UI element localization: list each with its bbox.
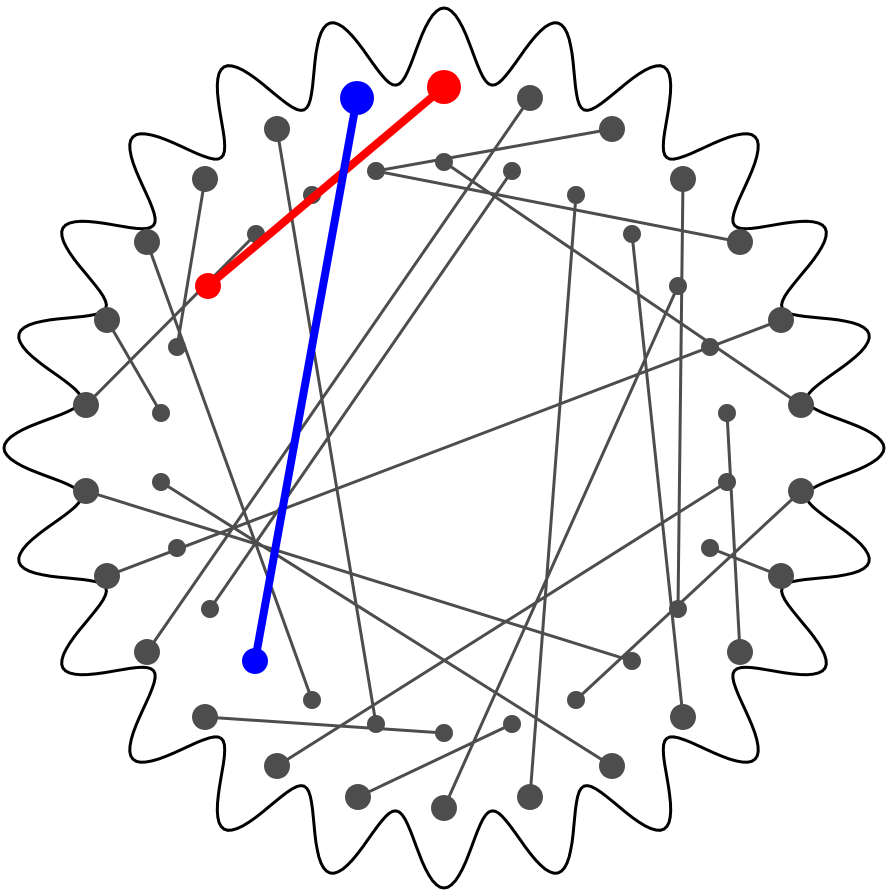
- highlight-edge-blue-end-node: [242, 648, 268, 674]
- inner-node: [718, 473, 736, 491]
- outer-node: [517, 784, 543, 810]
- outer-node: [345, 784, 371, 810]
- inner-node: [367, 162, 385, 180]
- outer-node: [264, 116, 290, 142]
- graph-edge: [630, 233, 685, 718]
- graph-edge: [442, 285, 680, 809]
- outer-node: [670, 704, 696, 730]
- highlight-edge-blue: [251, 94, 361, 665]
- outer-node: [192, 704, 218, 730]
- inner-node: [623, 652, 641, 670]
- outer-node: [517, 85, 543, 111]
- outer-node: [727, 639, 753, 665]
- inner-node: [152, 473, 170, 491]
- inner-node: [201, 600, 219, 618]
- inner-node: [503, 715, 521, 733]
- highlight-edge-red-start-node: [427, 70, 461, 104]
- highlight-edge-red-end-node: [195, 273, 221, 299]
- outer-node: [788, 392, 814, 418]
- graph-edge: [275, 128, 378, 725]
- graph-edge: [175, 178, 207, 348]
- highlight-edge-blue-start-node: [340, 81, 374, 115]
- graph-edge: [85, 489, 633, 663]
- graph-edge: [84, 232, 258, 407]
- inner-node: [623, 225, 641, 243]
- inner-node: [435, 724, 453, 742]
- graph-edge: [574, 489, 803, 702]
- inner-node: [168, 338, 186, 356]
- inner-node: [718, 404, 736, 422]
- graph-edge: [204, 715, 445, 735]
- graph-edge: [725, 412, 742, 653]
- graph-edge: [276, 480, 728, 768]
- edge-layer: [84, 97, 803, 809]
- wavy-ring-outline: [2, 6, 886, 890]
- inner-node: [669, 600, 687, 618]
- highlight-layer: [195, 70, 461, 674]
- graph-edge: [208, 170, 514, 610]
- outer-node: [264, 753, 290, 779]
- inner-node: [567, 186, 585, 204]
- outer-node: [599, 753, 625, 779]
- inner-node: [367, 715, 385, 733]
- inner-node: [701, 539, 719, 557]
- outer-node: [94, 563, 120, 589]
- graph-edge: [145, 241, 314, 701]
- inner-node: [168, 539, 186, 557]
- outer-node: [599, 116, 625, 142]
- inner-node: [669, 277, 687, 295]
- outer-node: [73, 392, 99, 418]
- outer-node: [670, 166, 696, 192]
- highlight-edge-red: [204, 83, 448, 290]
- graph-edge: [528, 194, 578, 798]
- outer-node: [431, 795, 457, 821]
- outer-node: [788, 478, 814, 504]
- graph-edge: [375, 169, 741, 244]
- graph-edge: [160, 480, 613, 768]
- graph-edge: [443, 160, 802, 407]
- inner-node: [152, 404, 170, 422]
- outer-node: [192, 166, 218, 192]
- outer-node: [768, 563, 794, 589]
- inner-node: [303, 691, 321, 709]
- graph-edge: [105, 319, 163, 414]
- inner-node: [503, 162, 521, 180]
- graph-edge: [676, 178, 685, 610]
- outer-node: [73, 478, 99, 504]
- inner-node: [435, 153, 453, 171]
- outer-node: [134, 229, 160, 255]
- inner-node: [567, 691, 585, 709]
- outer-node: [94, 307, 120, 333]
- outer-node: [134, 639, 160, 665]
- node-layer: [73, 85, 814, 821]
- outer-node: [727, 229, 753, 255]
- outer-node: [768, 307, 794, 333]
- graph-edge: [357, 722, 513, 799]
- inner-node: [701, 338, 719, 356]
- graph-edge: [145, 97, 532, 653]
